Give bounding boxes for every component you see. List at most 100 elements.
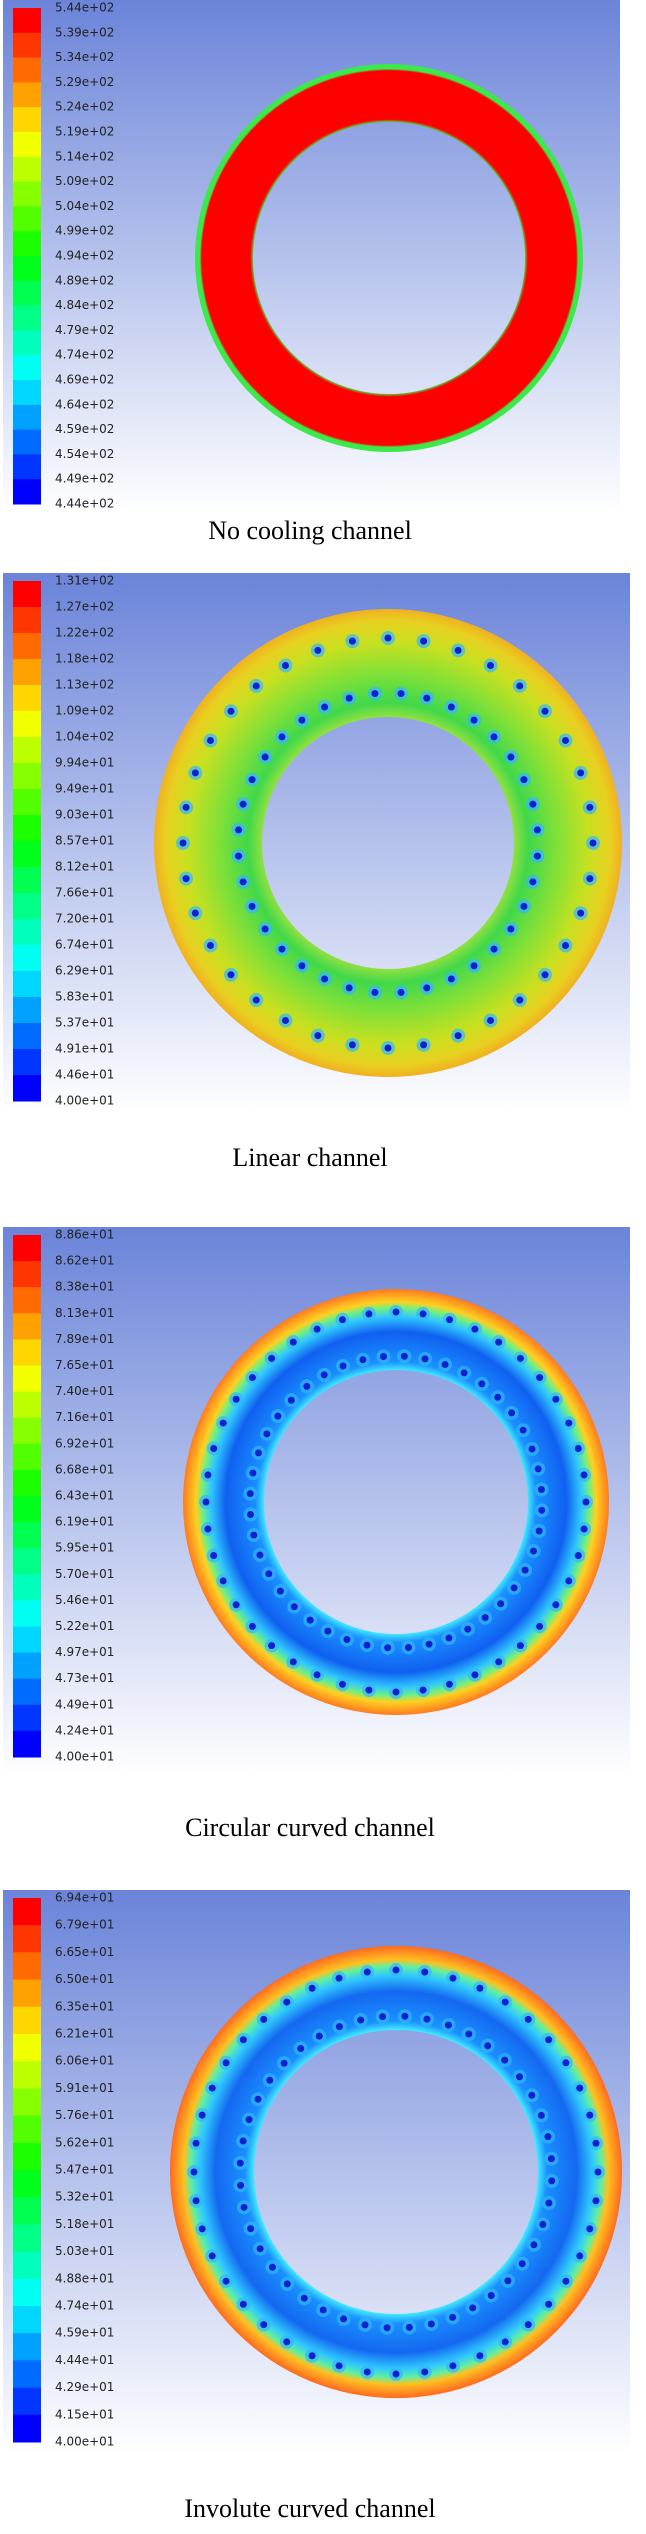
colorbar-label: 4.15e+01 [55,2407,114,2421]
cooling-channel [384,1044,392,1052]
colorbar-label: 4.94e+02 [55,249,114,263]
cooling-channel [562,942,570,949]
caption: No cooling channel [208,516,412,545]
cooling-channel [419,1686,427,1694]
cooling-channel [222,2277,230,2285]
cooling-channel [278,945,286,953]
cooling-channel [282,661,289,669]
cooling-channel [252,682,260,690]
cooling-channel [495,1338,503,1346]
colorbar-block [13,1925,41,1953]
cooling-channel [245,2116,253,2124]
colorbar-label: 8.13e+01 [55,1306,114,1320]
cooling-channel [335,1974,343,1982]
colorbar-label: 5.83e+01 [55,990,114,1004]
cooling-channel [574,1552,582,1560]
cooling-channel [528,1445,536,1453]
cooling-channel [449,2313,457,2321]
cooling-channel [580,1525,588,1533]
cooling-channel [246,1490,254,1498]
colorbar-label: 5.44e+02 [55,1,114,15]
cooling-channel [210,1552,218,1560]
cooling-channel [545,2199,553,2207]
cooling-channel [530,1547,538,1555]
cooling-channel [544,2133,552,2141]
contour-panel: 6.94e+01 6.79e+01 6.65e+01 6.50e+01 6.35e+01… [3,1890,630,2523]
cooling-channel [419,1310,427,1318]
colorbar-label: 1.04e+02 [55,730,114,744]
cooling-channel [460,1369,468,1377]
colorbar-block [13,737,41,764]
contour-panel: 1.31e+02 1.27e+02 1.22e+02 1.18e+02 1.13e+02… [3,573,630,1172]
colorbar-block [13,355,41,381]
cooling-channel [446,1316,454,1324]
colorbar-block [13,132,41,158]
cooling-channel [252,996,260,1004]
cooling-channel [420,637,428,645]
colorbar-block [13,1391,41,1419]
cooling-channel [379,2013,387,2021]
cooling-channel [447,703,455,711]
cooling-channel [520,776,528,784]
cooling-channel [447,975,455,983]
cooling-channel [321,703,329,711]
colorbar-label: 4.00e+01 [55,2435,114,2449]
cooling-channel [487,661,494,669]
cooling-channel [289,1658,297,1666]
cooling-channel [363,1641,371,1649]
cooling-channel [582,1498,590,1506]
colorbar-label: 4.44e+01 [55,2353,114,2367]
colorbar-block [13,2414,41,2443]
cooling-channel [401,2012,409,2020]
cooling-channel [397,988,405,996]
cooling-channel [340,2315,348,2323]
colorbar-block [13,893,41,920]
cooling-channel [298,962,306,970]
colorbar-label: 7.40e+01 [55,1384,114,1398]
cooling-channel [282,1017,289,1025]
colorbar-block [13,1287,41,1314]
cooling-channel [319,2306,327,2314]
cooling-channel [449,2362,457,2370]
colorbar-label: 1.13e+02 [55,678,114,692]
colorbar-block [13,1339,41,1366]
colorbar-label: 1.18e+02 [55,652,114,666]
cooling-channel [303,1382,311,1390]
colorbar-label: 4.74e+02 [55,348,114,362]
colorbar-block [13,2224,41,2253]
cooling-channel [471,1671,479,1679]
cooling-channel [315,2032,323,2040]
cooling-channel [576,2252,584,2260]
colorbar-label: 4.00e+01 [55,1750,114,1764]
colorbar-block [13,429,41,455]
cooling-channel [541,971,549,979]
cooling-channel [516,1642,524,1650]
cooling-channel [534,1465,542,1473]
cooling-channel [444,2021,452,2029]
colorbar-label: 6.29e+01 [55,964,114,978]
cooling-channel [222,2059,230,2067]
colorbar-block [13,1574,41,1601]
cooling-channel [248,1374,256,1382]
colorbar-block [13,1548,41,1575]
cooling-channel [236,2159,244,2167]
colorbar-label: 1.22e+02 [55,626,114,640]
cooling-channel [320,1371,328,1379]
cooling-channel [260,2015,268,2023]
colorbar-block [13,841,41,868]
cooling-channel [562,2277,570,2285]
cooling-channel [363,1968,371,1976]
cooling-channel [338,1316,346,1324]
colorbar-label: 4.49e+01 [55,1697,114,1711]
cooling-channel [248,1622,256,1630]
colorbar-block [13,867,41,894]
cooling-channel [516,2073,524,2081]
colorbar-label: 4.74e+01 [55,2299,114,2313]
cooling-channel [508,1409,516,1417]
colorbar-label: 4.73e+01 [55,1671,114,1685]
cooling-channel [283,2280,291,2288]
cooling-channel [247,2225,255,2233]
cooling-channel [516,682,524,690]
cooling-channel [392,1308,400,1316]
